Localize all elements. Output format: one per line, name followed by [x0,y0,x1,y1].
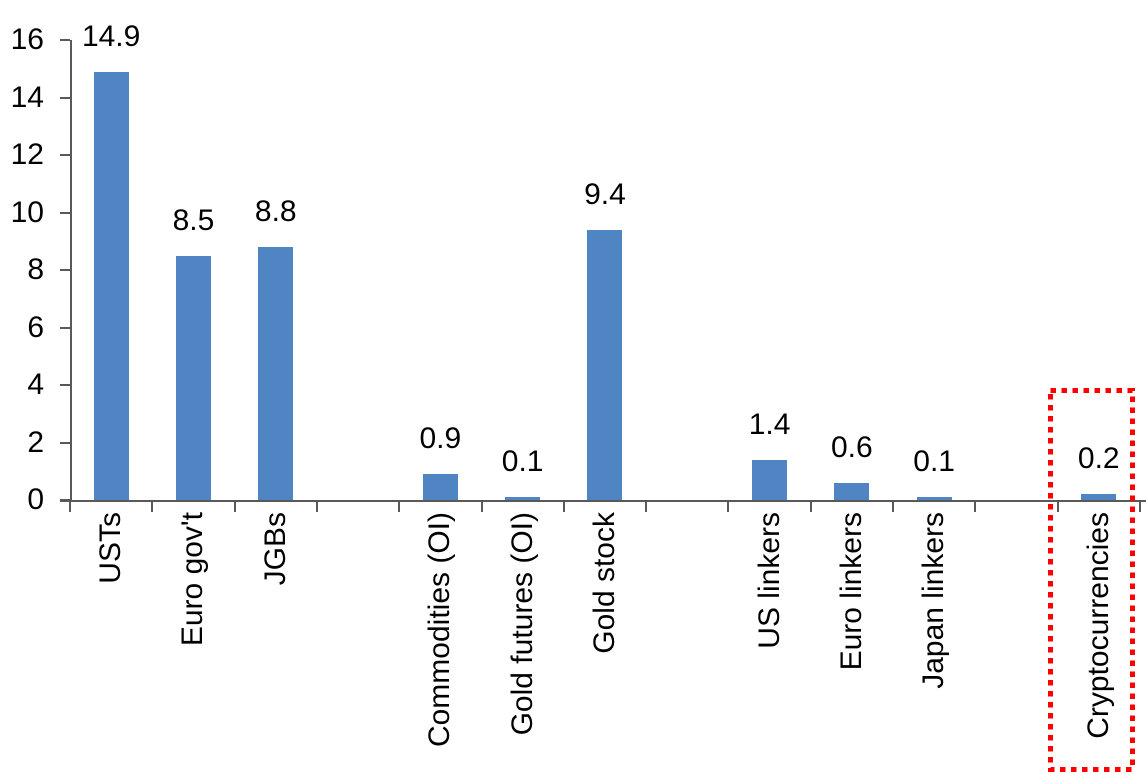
y-axis-tick [60,384,70,386]
bar-value-label: 9.4 [584,178,626,211]
y-axis-line [70,40,72,502]
x-axis-label: Euro linkers [834,512,868,671]
y-axis-tick-label: 16 [10,23,44,56]
bar [422,474,458,500]
x-axis-label: JGBs [258,512,292,586]
y-axis-tick [60,269,70,271]
y-axis-tick-label: 4 [27,368,44,401]
x-axis-label: USTs [94,512,128,584]
x-axis-tick [398,500,401,512]
bar [834,483,870,500]
y-axis-tick [60,96,70,99]
y-axis-tick-label: 14 [10,80,44,114]
bar-value-label: 0.6 [830,431,873,464]
y-axis-tick-label: 0 [27,483,44,516]
bar [1081,494,1117,500]
x-axis-label-cell: Gold stock [585,512,625,654]
bar-value-label: 1.4 [748,408,791,441]
x-axis-label: Japan linkers [917,512,951,689]
bar [258,247,294,500]
y-axis-tick-label: 8 [27,253,44,286]
bar-value-label: 0.2 [1077,442,1120,475]
x-axis-label: Gold stock [587,512,621,654]
x-axis-label: US linkers [752,512,786,649]
x-axis-tick [892,500,894,512]
x-axis-label-cell: USTs [91,512,131,584]
y-axis-tick [60,326,70,329]
x-axis-tick [562,500,565,512]
y-axis-tick [60,441,70,444]
bar-value-label: 0.1 [501,445,544,478]
bar [587,230,623,500]
x-axis-line [60,500,1146,502]
bar [916,497,952,500]
x-axis-tick [69,500,71,512]
bar [93,72,129,500]
bar-value-label: 0.9 [419,422,462,455]
bar [175,256,211,500]
x-axis-tick [809,500,812,512]
x-axis-label: Euro gov't [176,512,210,647]
x-axis-tick [233,500,236,512]
y-axis-tick [60,154,70,156]
x-axis-tick [727,500,730,512]
x-axis-label-cell: Japan linkers [914,512,954,689]
x-axis-label-cell: US linkers [750,512,790,649]
x-axis-label-cell: Cryptocurrencies [1079,512,1119,739]
bar-value-label: 14.9 [81,20,141,53]
y-axis-tick-label: 10 [10,195,44,229]
x-axis-tick [1056,500,1059,512]
x-axis-label: Commodities (OI) [423,512,457,748]
x-axis-tick [974,500,977,512]
x-axis-tick [1138,500,1141,512]
y-axis-tick [60,211,70,214]
y-axis-tick [60,499,70,501]
x-axis-tick [151,500,154,512]
x-axis-tick [645,500,648,512]
x-axis-label-cell: Gold futures (OI) [503,512,543,735]
bar-value-label: 8.5 [172,204,215,237]
y-axis-tick-label: 6 [27,310,44,344]
x-axis-label-cell: JGBs [256,512,296,585]
y-axis-tick [60,39,70,41]
x-axis-label-cell: Euro linkers [832,512,872,670]
x-axis-label-cell: Commodities (OI) [420,512,460,747]
bar-value-label: 0.1 [913,445,955,478]
y-axis-tick-label: 12 [10,138,44,171]
x-axis-tick [480,500,483,512]
bar-value-label: 8.8 [254,195,297,228]
bar [505,497,541,500]
y-axis-tick-label: 2 [27,425,44,459]
bar [752,460,788,500]
x-axis-tick [315,500,318,512]
x-axis-label: Gold futures (OI) [505,512,539,736]
x-axis-label: Cryptocurrencies [1081,512,1115,739]
x-axis-label-cell: Euro gov't [173,512,213,646]
